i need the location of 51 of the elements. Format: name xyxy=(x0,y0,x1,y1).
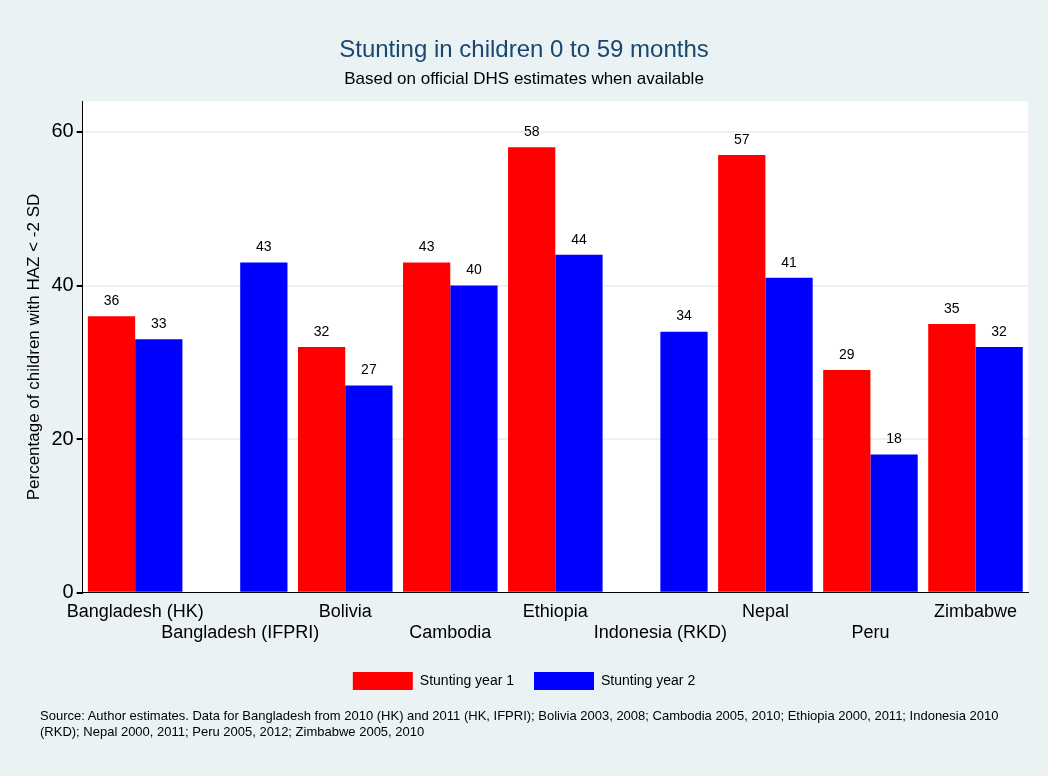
data-label: 32 xyxy=(313,322,330,339)
x-tick-label: Ethiopia xyxy=(522,600,589,621)
x-tick-label: Peru xyxy=(851,622,890,643)
y-tick-label: 0 xyxy=(62,580,74,603)
data-label: 18 xyxy=(886,430,903,447)
data-label: 33 xyxy=(151,315,167,332)
bar xyxy=(345,385,393,592)
data-label: 32 xyxy=(991,322,1008,339)
bar xyxy=(135,339,183,592)
x-tick-label: Bolivia xyxy=(318,600,373,621)
y-tick-label: 60 xyxy=(51,119,74,142)
bar xyxy=(508,147,556,592)
x-tick-label: Cambodia xyxy=(409,622,493,643)
data-label: 58 xyxy=(523,123,540,140)
bar xyxy=(718,154,766,592)
bar xyxy=(403,262,451,592)
y-tick-label: 20 xyxy=(51,426,74,449)
bar xyxy=(660,331,708,592)
bar xyxy=(87,316,136,592)
data-label: 43 xyxy=(256,238,272,255)
x-tick-label: Zimbabwe xyxy=(933,600,1017,621)
x-tick-label: Indonesia (RKD) xyxy=(593,622,727,643)
data-label: 27 xyxy=(361,361,377,378)
data-label: 36 xyxy=(103,292,120,309)
x-tick-label: Bangladesh (IFPRI) xyxy=(161,622,320,643)
bar xyxy=(240,262,288,592)
x-tick-label: Bangladesh (HK) xyxy=(66,600,204,621)
bar xyxy=(870,454,918,592)
y-axis-title: Percentage of children with HAZ < -2 SD xyxy=(23,193,43,501)
data-label: 35 xyxy=(944,299,960,316)
bar xyxy=(765,277,813,592)
bar xyxy=(823,370,871,592)
data-label: 43 xyxy=(418,238,435,255)
chart-title: Stunting in children 0 to 59 months xyxy=(339,35,709,63)
data-label: 29 xyxy=(839,345,855,362)
data-label: 44 xyxy=(571,230,587,247)
source-note: Source: Author estimates. Data for Bangladesh from 2010 (HK) and 2011 (HK, IFPRI); Bolivia 2003, 2008; Cambodia 2005, 2010; Ethiopia 2000, 2011; Indonesia 2010 (RKD); Nepal 2000, 2011; Peru 2005, 2012; Zimbabwe 2005, 2010 xyxy=(40,708,1000,740)
data-label: 40 xyxy=(466,261,482,278)
bar xyxy=(297,347,346,592)
legend-label: Stunting year 1 xyxy=(419,671,515,688)
chart-subtitle: Based on official DHS estimates when available xyxy=(344,68,704,88)
legend-label: Stunting year 2 xyxy=(601,671,696,688)
bar xyxy=(555,254,603,592)
data-label: 57 xyxy=(733,130,750,147)
data-label: 34 xyxy=(676,307,692,324)
y-tick-label: 40 xyxy=(51,273,74,296)
bar xyxy=(450,285,498,592)
x-tick-label: Nepal xyxy=(741,600,789,621)
bar xyxy=(928,323,976,592)
data-label: 41 xyxy=(781,253,798,270)
bar xyxy=(975,347,1023,592)
